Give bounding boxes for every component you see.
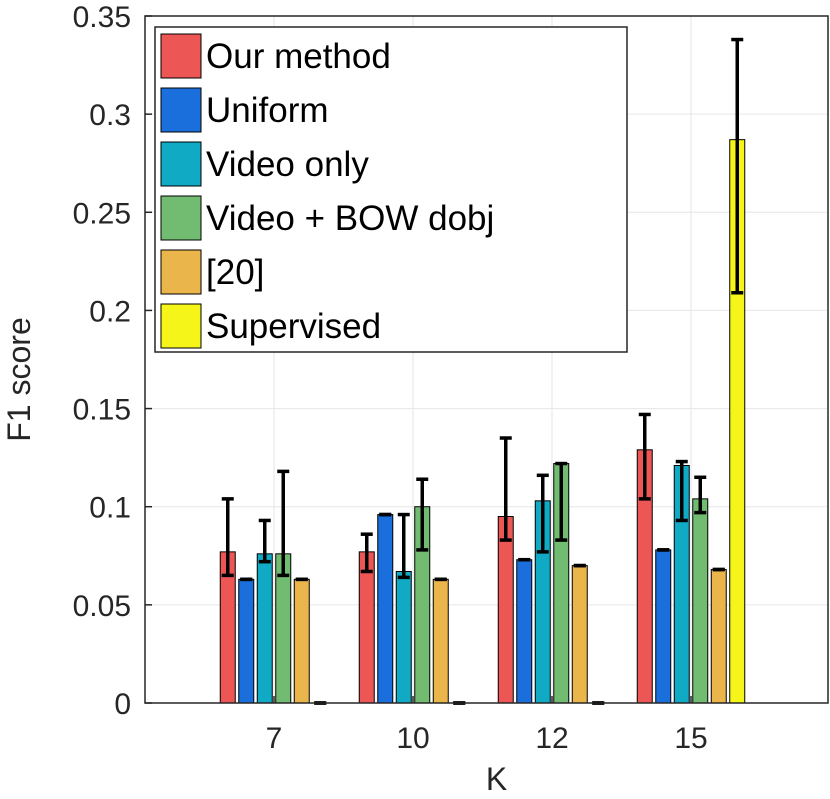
error-bar-3-0	[277, 469, 290, 578]
legend-swatch	[160, 303, 202, 349]
error-bar-0-3	[638, 412, 651, 501]
bar-0-2	[497, 516, 514, 704]
legend-item: Video + BOW dobj	[160, 195, 494, 241]
bar-4-3	[710, 569, 727, 704]
y-axis-label: F1 score	[1, 317, 37, 441]
legend-label: Uniform	[206, 91, 329, 130]
bar-4-1	[432, 578, 449, 704]
legend-swatch	[160, 141, 202, 187]
error-bar-5-3	[731, 37, 744, 295]
x-tick-label: 7	[266, 722, 283, 755]
error-bar-2-3	[675, 459, 688, 523]
error-bar-3-1	[416, 477, 429, 552]
x-tick-label: 12	[535, 722, 568, 755]
x-tick-label: 10	[396, 722, 429, 755]
y-tick-label: 0.25	[73, 197, 131, 230]
error-bar-0-1	[360, 532, 373, 574]
bar-1-1	[377, 514, 394, 704]
legend: Our method Uniform Video only Video + BOW d…	[154, 26, 628, 353]
error-bar-3-2	[555, 461, 568, 542]
y-tick-label: 0.35	[73, 1, 131, 34]
y-tick-label: 0.3	[89, 99, 131, 132]
y-tick-label: 0	[114, 688, 131, 721]
legend-item: Video only	[160, 141, 369, 187]
bar-0-1	[358, 551, 375, 704]
legend-label: Supervised	[206, 307, 381, 346]
legend-item: Uniform	[160, 87, 329, 133]
error-bar-0-2	[499, 436, 512, 542]
legend-label: Our method	[206, 37, 391, 76]
legend-label: [20]	[206, 253, 264, 292]
legend-box	[154, 26, 628, 353]
y-tick-label: 0.05	[73, 590, 131, 623]
bar-3-3	[692, 498, 709, 704]
legend-item: Our method	[160, 33, 391, 79]
legend-swatch	[160, 87, 202, 133]
x-tick-label: 15	[674, 722, 707, 755]
bar-1-3	[655, 549, 672, 704]
error-bar-2-0	[258, 518, 271, 564]
x-axis-ticks: 7 10 12 15	[266, 696, 708, 755]
y-tick-label: 0.15	[73, 394, 131, 427]
bar-2-0	[256, 553, 273, 704]
x-axis-label: K	[486, 761, 507, 797]
error-bar-2-1	[397, 512, 410, 580]
plot-area-border	[144, 15, 829, 704]
error-bar-0-0	[221, 497, 234, 578]
bar-4-0	[293, 578, 310, 704]
legend-swatch	[160, 195, 202, 241]
bar-2-1	[395, 570, 412, 704]
bar-1-0	[238, 578, 255, 704]
legend-label: Video + BOW dobj	[206, 199, 494, 238]
legend-item: Supervised	[160, 303, 381, 349]
y-axis-ticks: 0 0.05 0.1 0.15 0.2 0.25 0.3 0.35	[73, 1, 152, 721]
bar-4-2	[571, 565, 588, 704]
legend-label: Video only	[206, 145, 369, 184]
y-tick-label: 0.2	[89, 295, 131, 328]
y-tick-label: 0.1	[89, 492, 131, 525]
legend-swatch	[160, 249, 202, 295]
error-bar-2-2	[536, 473, 549, 554]
error-bar-3-3	[694, 475, 707, 515]
legend-swatch	[160, 33, 202, 79]
legend-item: [20]	[160, 249, 264, 295]
bar-1-2	[516, 559, 533, 704]
